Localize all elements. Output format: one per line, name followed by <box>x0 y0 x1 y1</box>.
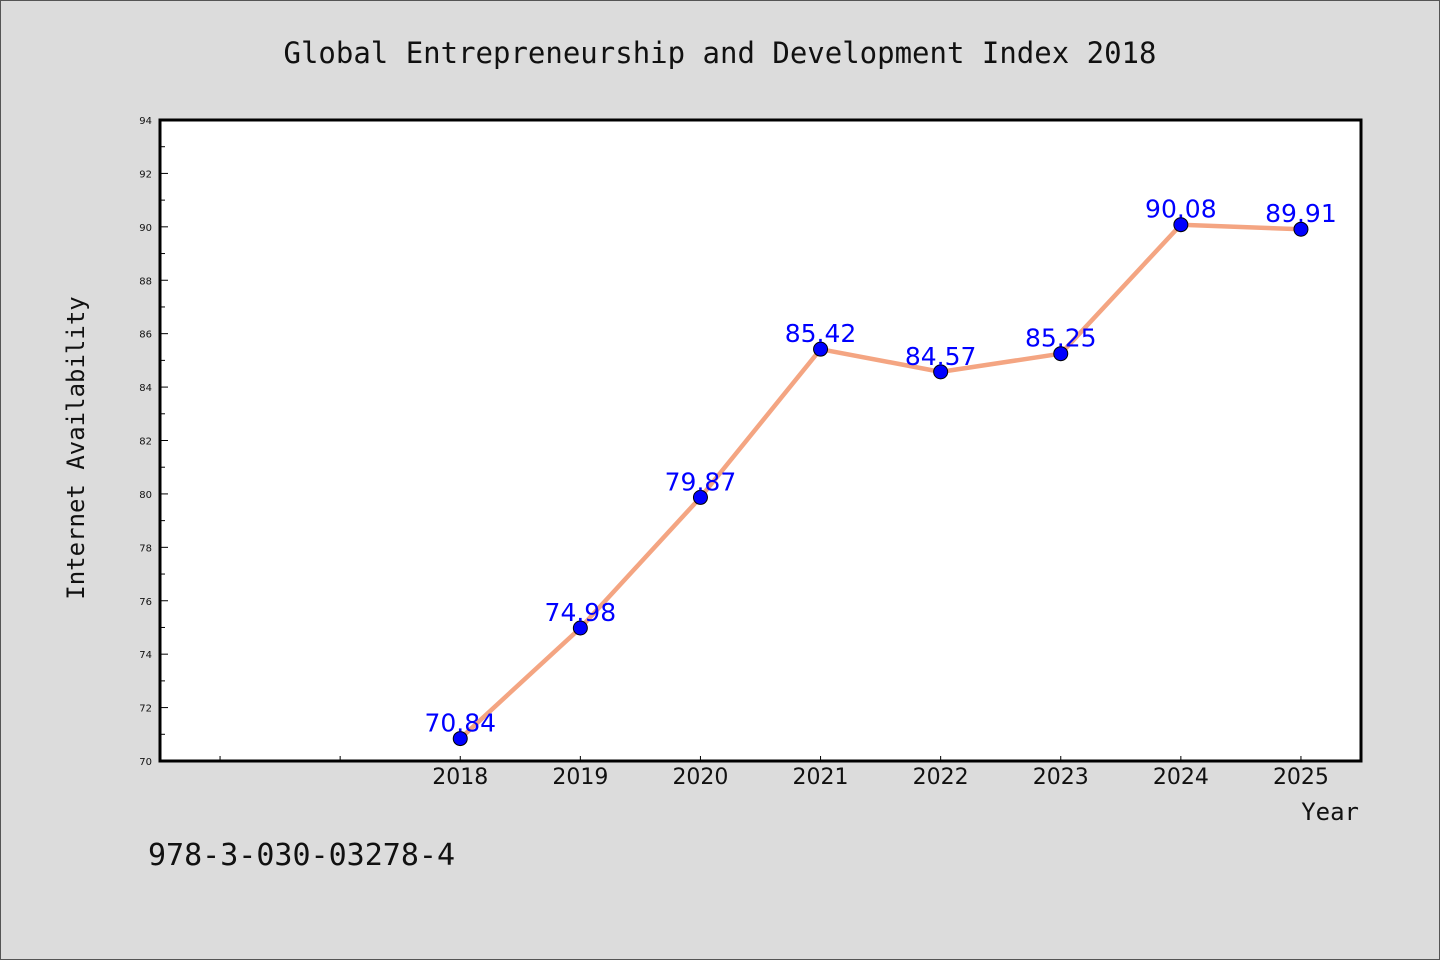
x-axis: 2018 2019 2020 2021 2022 2023 2024 2025 <box>219 756 1329 790</box>
data-point <box>452 731 468 747</box>
data-point <box>933 364 949 380</box>
y-tick-label: 78 <box>139 543 152 554</box>
data-point <box>692 489 708 505</box>
data-point <box>572 620 588 636</box>
x-tick-label: 2021 <box>793 765 849 790</box>
data-point <box>1293 221 1309 237</box>
y-tick-label: 72 <box>139 704 152 715</box>
x-axis-title: Year <box>1301 798 1359 826</box>
data-label: 90.08 <box>1145 195 1217 224</box>
series-line <box>458 222 1304 741</box>
y-tick-label: 86 <box>139 330 152 341</box>
y-tick-label: 70 <box>139 757 152 768</box>
y-tick-label: 80 <box>139 490 152 501</box>
y-tick-label: 92 <box>139 169 152 180</box>
y-tick-label: 84 <box>139 383 152 394</box>
isbn-text: 978-3-030-03278-4 <box>148 838 455 873</box>
data-label: 84.57 <box>905 342 977 371</box>
data-label: 85.25 <box>1025 324 1097 353</box>
y-axis-title: Internet Availability <box>62 296 90 599</box>
x-tick-label: 2022 <box>913 765 969 790</box>
x-tick-label: 2024 <box>1153 765 1209 790</box>
plot-area <box>158 118 1363 763</box>
data-point <box>1053 346 1069 362</box>
series-layer: 70.84 74.98 79.87 85.42 84.57 85.25 90.08 89.91 <box>424 195 1337 747</box>
data-label: 79.87 <box>665 467 737 496</box>
y-axis: 70 72 74 76 78 80 82 84 86 88 90 92 94 <box>139 116 168 768</box>
data-point <box>813 341 829 357</box>
chart-title: Global Entrepreneurship and Development … <box>284 36 1157 70</box>
y-tick-label: 76 <box>139 597 152 608</box>
data-label: 85.42 <box>785 319 857 348</box>
y-tick-label: 82 <box>139 437 152 448</box>
x-tick-label: 2025 <box>1273 765 1329 790</box>
x-tick-label: 2018 <box>432 765 488 790</box>
y-tick-label: 90 <box>139 223 152 234</box>
y-tick-label: 74 <box>139 650 152 661</box>
y-tick-label: 94 <box>139 116 152 127</box>
data-point <box>1173 217 1189 233</box>
x-tick-label: 2020 <box>672 765 728 790</box>
y-tick-label: 88 <box>139 276 152 287</box>
x-tick-label: 2019 <box>552 765 608 790</box>
data-label: 74.98 <box>545 598 617 627</box>
x-tick-label: 2023 <box>1033 765 1089 790</box>
data-label: 70.84 <box>424 709 496 738</box>
data-label: 89.91 <box>1265 199 1337 228</box>
